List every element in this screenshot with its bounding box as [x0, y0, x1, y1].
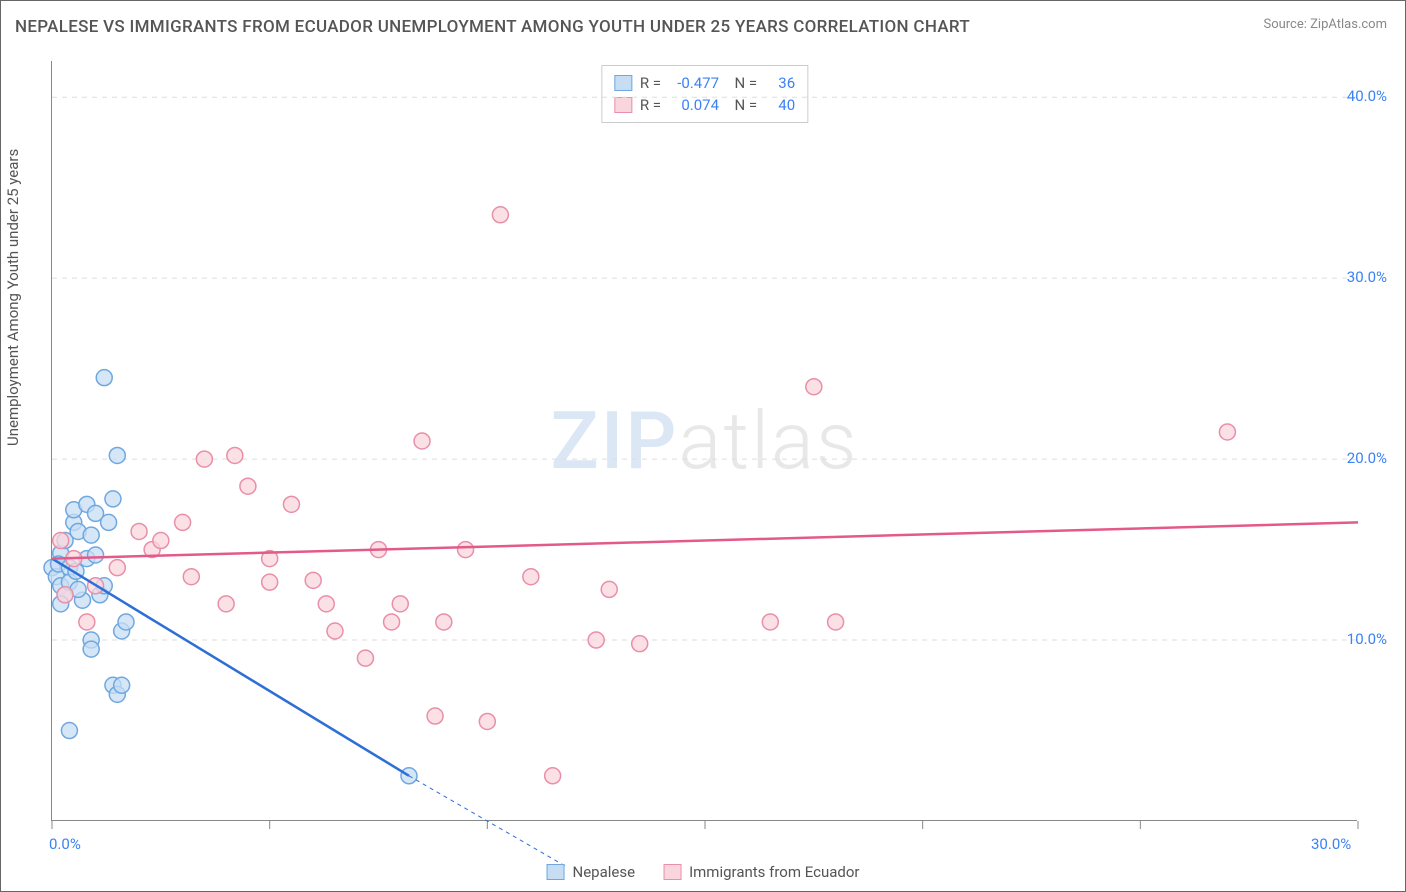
- source-attribution: Source: ZipAtlas.com: [1263, 17, 1387, 32]
- legend-label-nepalese: Nepalese: [573, 863, 636, 881]
- legend-swatch-nepalese: [547, 864, 565, 880]
- x-tick-label: 30.0%: [1311, 835, 1351, 853]
- y-tick-label: 10.0%: [1347, 630, 1387, 648]
- legend-label-ecuador: Immigrants from Ecuador: [689, 863, 859, 881]
- legend-item-nepalese: Nepalese: [547, 863, 636, 881]
- x-tick-label: 0.0%: [49, 835, 81, 853]
- plot-svg: [52, 61, 1357, 820]
- legend-swatch-ecuador: [663, 864, 681, 880]
- chart-title: NEPALESE VS IMMIGRANTS FROM ECUADOR UNEM…: [15, 17, 970, 37]
- legend-bottom: Nepalese Immigrants from Ecuador: [547, 863, 860, 881]
- y-tick-label: 20.0%: [1347, 449, 1387, 467]
- plot-area: ZIPatlas R = -0.477 N = 36 R = 0.074 N =…: [51, 61, 1357, 821]
- y-tick-label: 30.0%: [1347, 268, 1387, 286]
- y-axis-label: Unemployment Among Youth under 25 years: [4, 149, 22, 446]
- chart-container: NEPALESE VS IMMIGRANTS FROM ECUADOR UNEM…: [0, 0, 1406, 892]
- legend-item-ecuador: Immigrants from Ecuador: [663, 863, 859, 881]
- y-tick-label: 40.0%: [1347, 87, 1387, 105]
